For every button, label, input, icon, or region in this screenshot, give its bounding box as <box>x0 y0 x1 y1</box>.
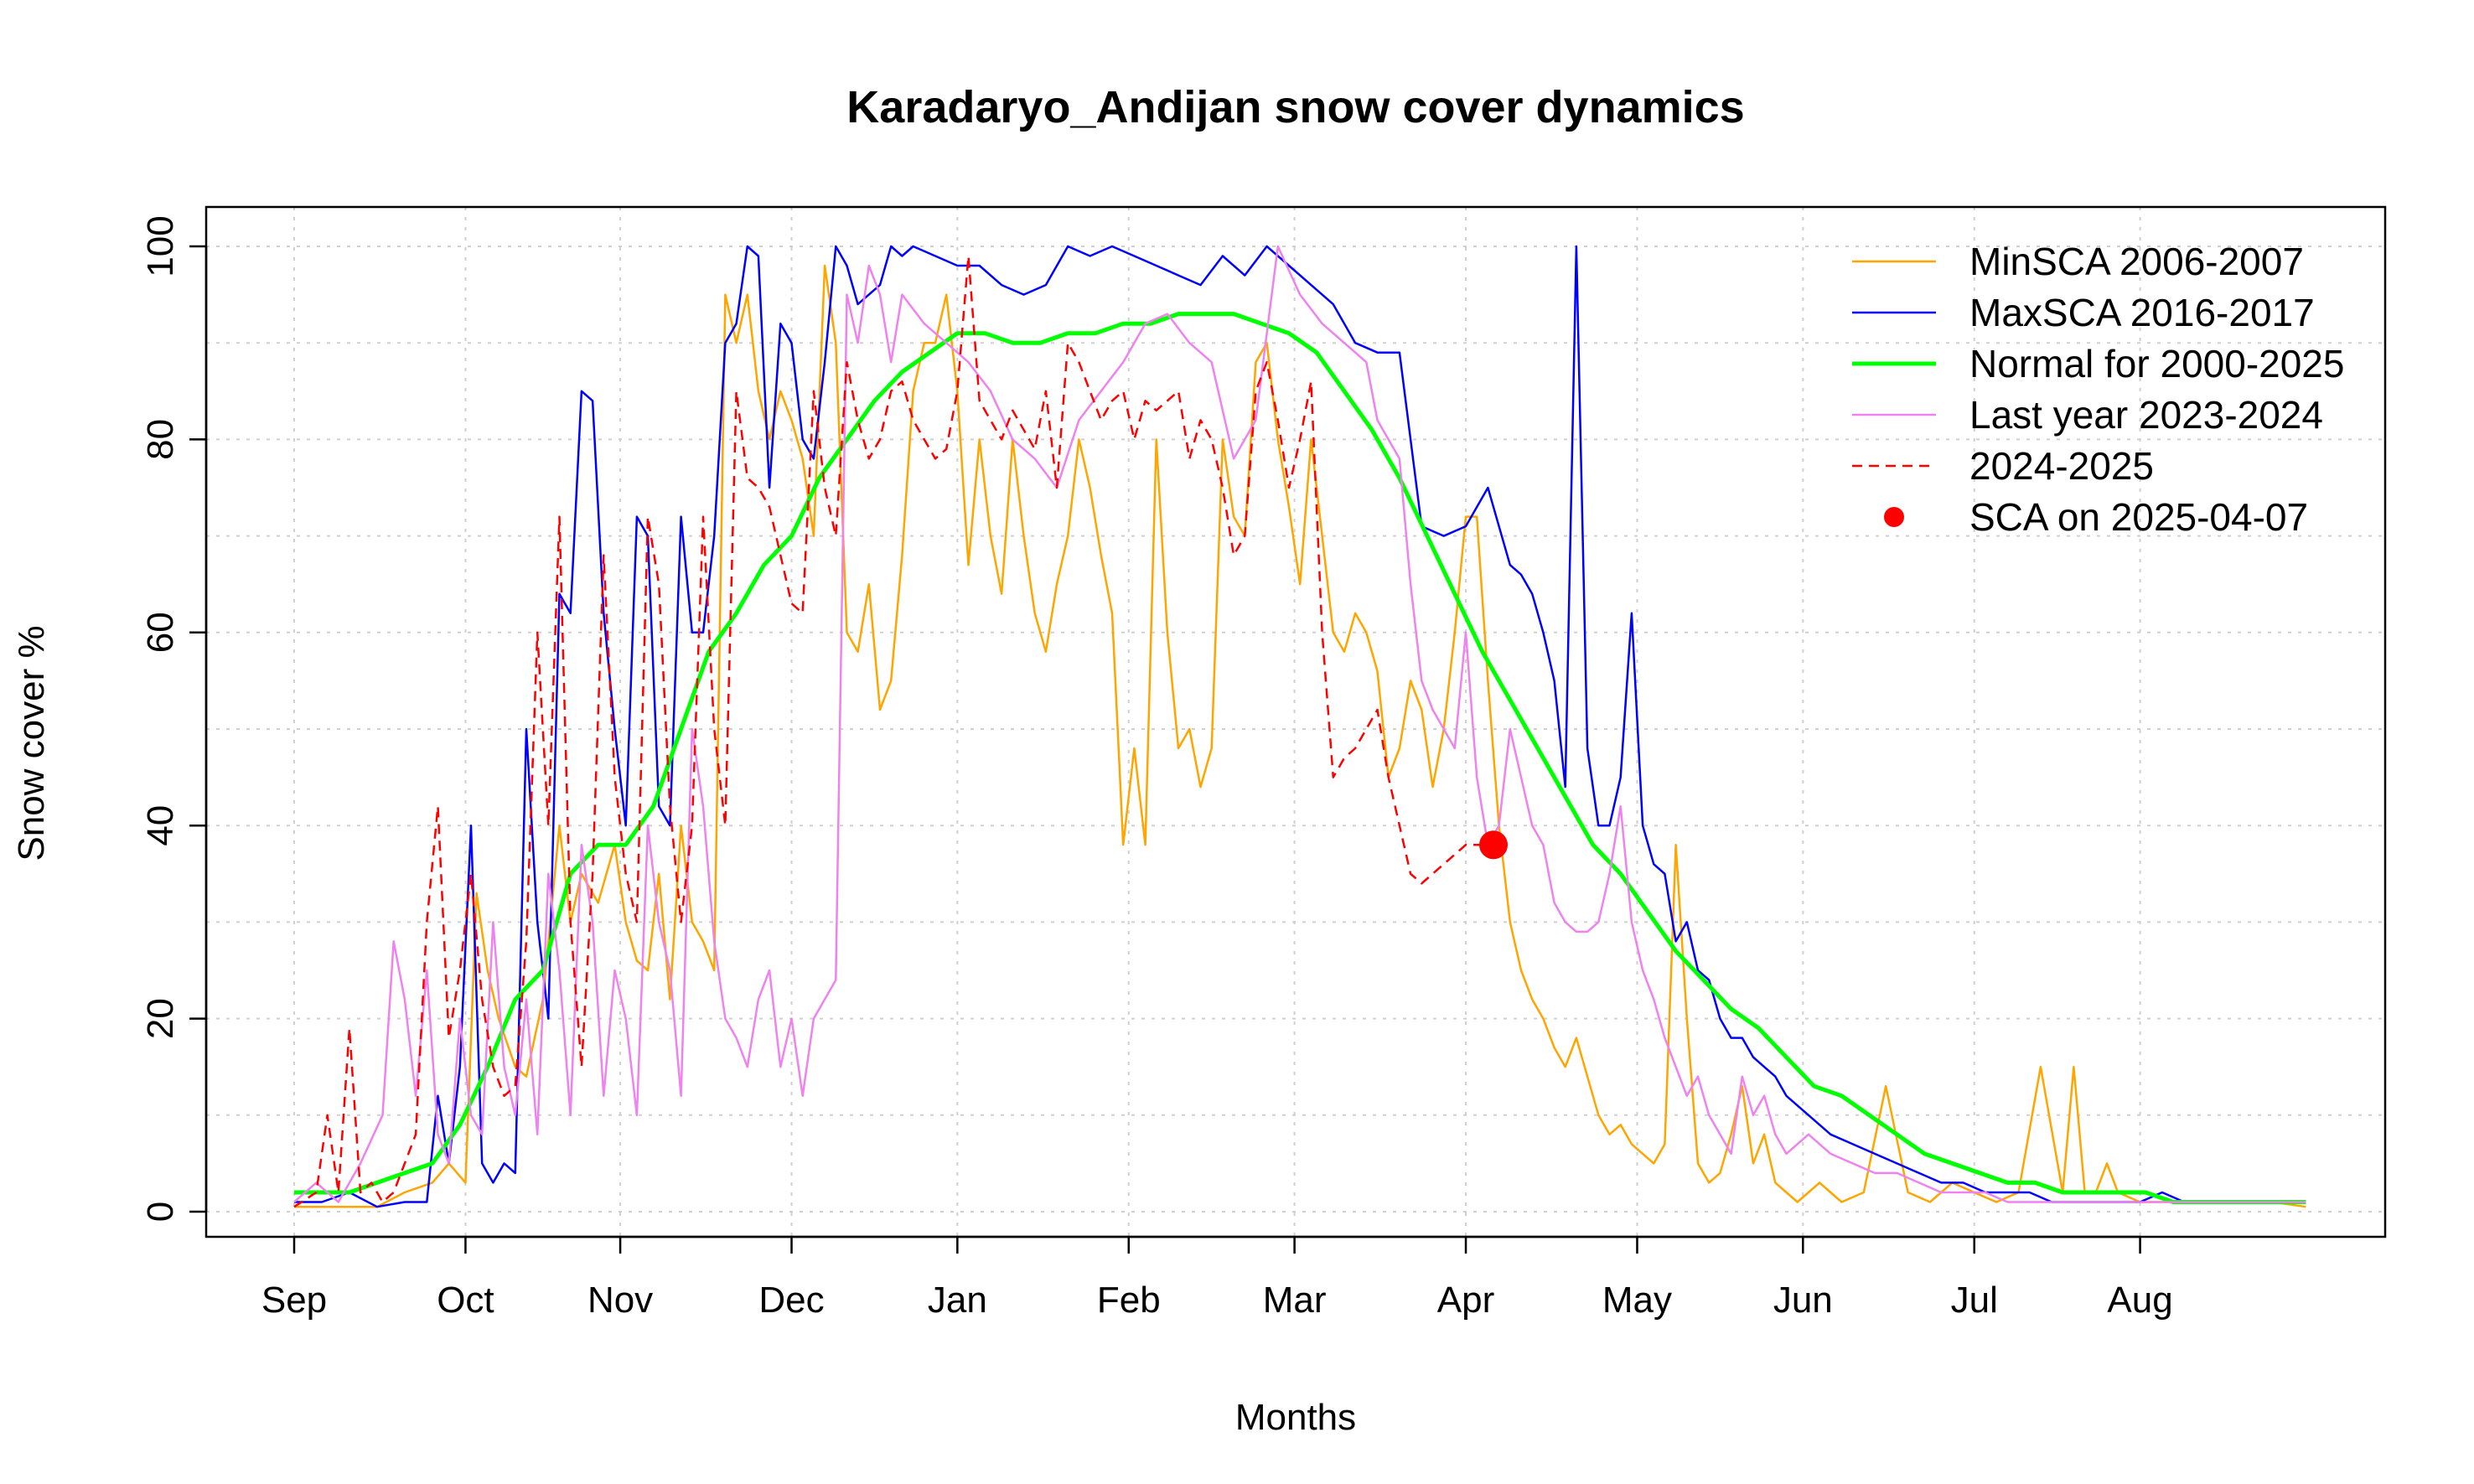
legend-label-4: Last year 2023-2024 <box>1969 393 2323 437</box>
current-sca-point <box>1479 830 1509 860</box>
series-line-5 <box>293 255 1488 1208</box>
y-axis-title: Snow cover % <box>11 625 52 861</box>
x-tick-label-mar: Mar <box>1263 1280 1327 1321</box>
y-tick-label: 40 <box>140 805 181 846</box>
series-line-4 <box>293 245 2306 1203</box>
y-tick-label: 0 <box>140 1202 181 1222</box>
legend-label-2: MaxSCA 2016-2017 <box>1969 291 2315 334</box>
x-tick-label-jul: Jul <box>1951 1280 1998 1321</box>
x-tick-label-nov: Nov <box>587 1280 653 1321</box>
x-tick-label-oct: Oct <box>437 1280 494 1321</box>
y-tick-label: 100 <box>140 215 181 277</box>
current-point-layer <box>1479 830 1509 860</box>
y-axis: 0 20 40 60 80 100 <box>140 215 208 1222</box>
x-tick-label-may: May <box>1602 1280 1672 1321</box>
x-tick-label-apr: Apr <box>1437 1280 1494 1321</box>
series-line-3 <box>294 312 2306 1204</box>
x-tick-label-aug: Aug <box>2107 1280 2172 1321</box>
legend-label-point: SCA on 2025-04-07 <box>1969 495 2308 539</box>
legend-label-3: Normal for 2000-2025 <box>1969 342 2344 385</box>
x-tick-label-dec: Dec <box>758 1280 824 1321</box>
legend: MinSCA 2006-2007 MaxSCA 2016-2017 Normal f… <box>1852 240 2344 539</box>
x-tick-label-jan: Jan <box>928 1280 987 1321</box>
grid <box>206 207 2385 1237</box>
x-axis-title: Months <box>1235 1397 1356 1438</box>
chart-title: Karadaryo_Andijan snow cover dynamics <box>846 82 1744 132</box>
x-tick-label-jun: Jun <box>1773 1280 1833 1321</box>
legend-swatch-point <box>1884 507 1904 527</box>
series-layer <box>293 245 2306 1208</box>
y-tick-label: 80 <box>140 419 181 460</box>
x-tick-label-sep: Sep <box>261 1280 327 1321</box>
series-line-2 <box>294 245 2306 1208</box>
x-tick-label-feb: Feb <box>1097 1280 1161 1321</box>
x-axis: Sep Oct Nov Dec Jan Feb Mar Apr May Jun Jul Aug <box>261 1235 2173 1321</box>
legend-label-1: MinSCA 2006-2007 <box>1969 240 2304 283</box>
y-tick-label: 20 <box>140 998 181 1039</box>
y-tick-label: 60 <box>140 612 181 653</box>
legend-label-5: 2024-2025 <box>1969 444 2154 488</box>
